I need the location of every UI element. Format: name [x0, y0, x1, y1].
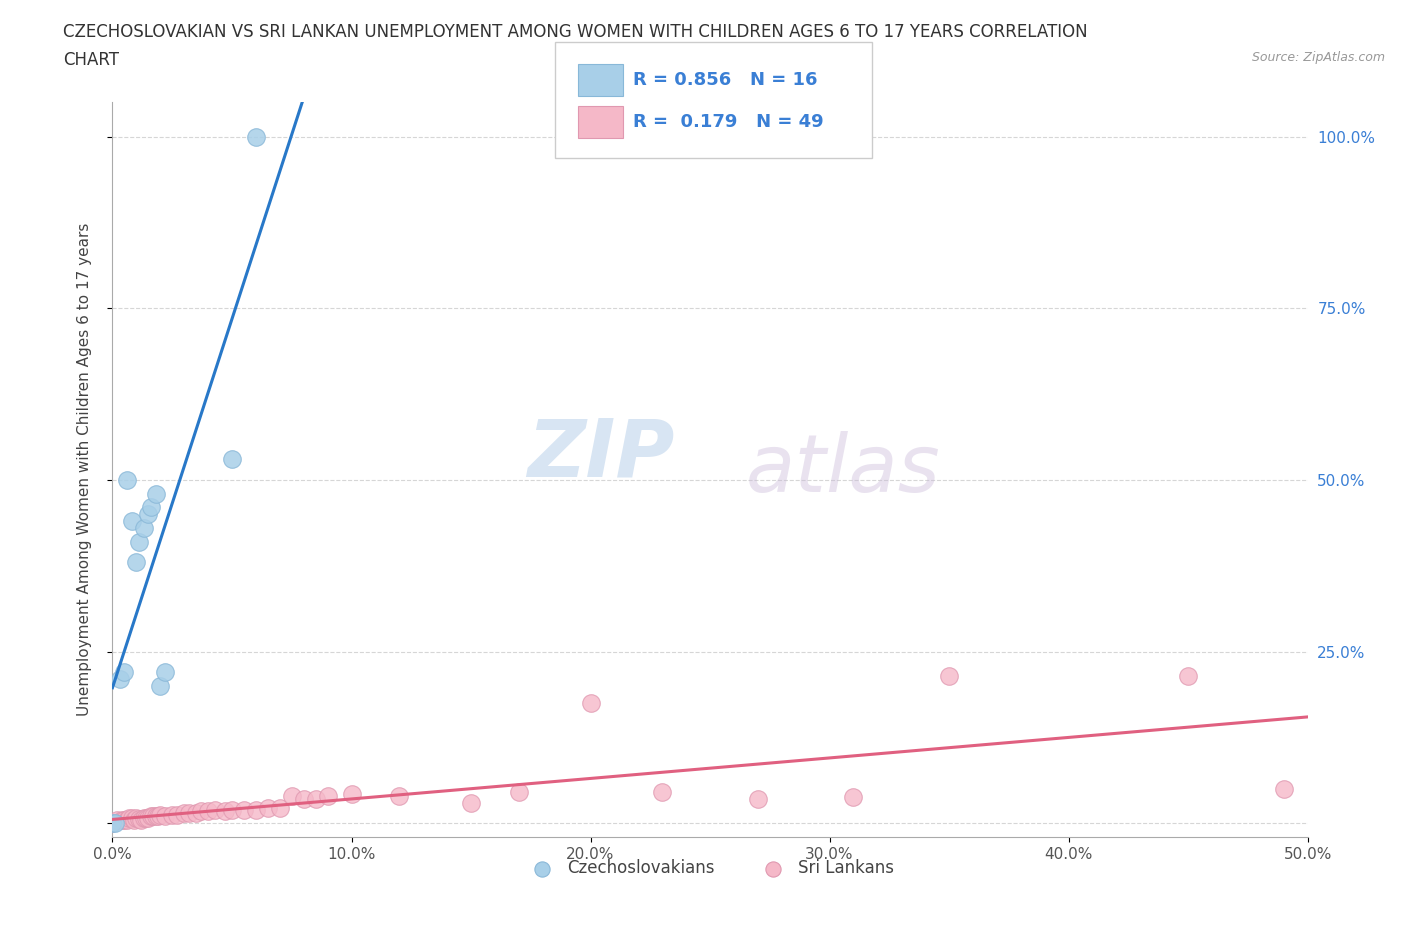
Point: [1272, 781, 1295, 796]
Point: [162, 807, 183, 822]
Point: [388, 789, 411, 804]
Point: [153, 665, 176, 680]
Text: CHART: CHART: [63, 51, 120, 69]
Point: [269, 801, 291, 816]
Point: [214, 804, 236, 818]
Point: [138, 507, 160, 522]
Point: [122, 813, 145, 828]
Point: [149, 679, 172, 694]
Point: [221, 802, 243, 817]
Point: [128, 535, 150, 550]
Point: [460, 795, 482, 810]
Point: [153, 809, 176, 824]
Point: [166, 807, 188, 822]
Point: [118, 811, 141, 826]
Point: [204, 802, 226, 817]
Point: [221, 452, 243, 467]
Point: [1177, 668, 1199, 683]
Point: [177, 805, 200, 820]
Point: [125, 555, 148, 570]
Point: [139, 500, 162, 515]
Text: CZECHOSLOVAKIAN VS SRI LANKAN UNEMPLOYMENT AMONG WOMEN WITH CHILDREN AGES 6 TO 1: CZECHOSLOVAKIAN VS SRI LANKAN UNEMPLOYME…: [63, 23, 1088, 41]
Point: [114, 813, 135, 828]
Point: [145, 809, 167, 824]
Point: [197, 804, 219, 818]
Point: [316, 789, 339, 804]
Point: [114, 665, 135, 680]
Point: [257, 801, 280, 816]
Point: [115, 813, 138, 828]
Text: atlas: atlas: [747, 431, 941, 509]
Point: [132, 810, 155, 825]
Point: [101, 816, 124, 830]
Point: [145, 486, 167, 501]
Point: [138, 810, 160, 825]
Point: [104, 816, 127, 830]
Point: [128, 812, 150, 827]
Point: [121, 513, 143, 528]
Point: [292, 791, 315, 806]
Point: [281, 789, 304, 804]
Point: [747, 791, 769, 806]
Point: [139, 809, 162, 824]
Point: [508, 785, 530, 800]
Point: [142, 809, 165, 824]
Point: [105, 813, 128, 828]
Point: [938, 668, 960, 683]
Point: [111, 813, 134, 828]
Point: [842, 790, 865, 804]
Point: [115, 472, 138, 487]
Point: [129, 813, 152, 828]
Point: [149, 807, 172, 822]
Point: [245, 129, 267, 144]
Point: [190, 804, 212, 818]
Text: ZIP: ZIP: [527, 416, 675, 494]
Point: [125, 811, 148, 826]
Point: [186, 805, 208, 820]
Text: R =  0.179   N = 49: R = 0.179 N = 49: [633, 113, 824, 131]
Point: [233, 802, 256, 817]
Point: [173, 805, 195, 820]
Point: [135, 810, 157, 825]
Point: [108, 671, 131, 686]
Point: [305, 791, 328, 806]
Point: [132, 521, 155, 536]
Point: [121, 810, 143, 825]
Text: R = 0.856   N = 16: R = 0.856 N = 16: [633, 71, 817, 89]
Point: [579, 696, 602, 711]
Point: [146, 809, 169, 824]
Point: [651, 785, 673, 800]
Y-axis label: Unemployment Among Women with Children Ages 6 to 17 years: Unemployment Among Women with Children A…: [77, 223, 91, 716]
Point: [340, 787, 363, 802]
Point: [245, 802, 267, 817]
Point: [101, 816, 124, 830]
Text: Source: ZipAtlas.com: Source: ZipAtlas.com: [1251, 51, 1385, 64]
Legend: Czechoslovakians, Sri Lankans: Czechoslovakians, Sri Lankans: [519, 853, 901, 884]
